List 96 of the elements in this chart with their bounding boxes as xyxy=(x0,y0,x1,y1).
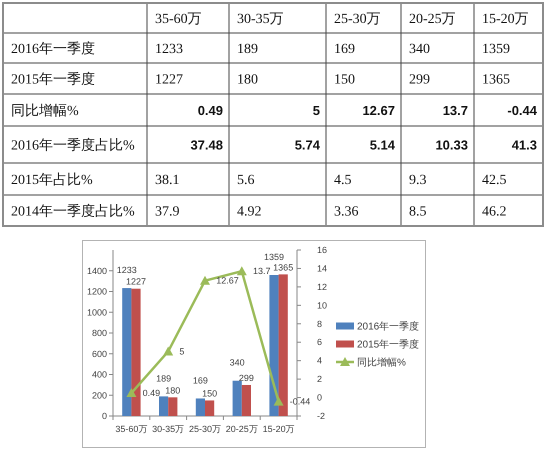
point xyxy=(274,396,284,406)
y-tick-label: 1400 xyxy=(86,266,107,276)
y2-tick-label: 0 xyxy=(317,392,322,403)
point xyxy=(200,276,210,285)
bar xyxy=(232,380,242,416)
data-label: 42.5 xyxy=(482,173,506,188)
bar xyxy=(242,384,251,416)
data-label: 1233 xyxy=(155,42,183,57)
data-label: 0.49 xyxy=(142,388,160,398)
data-label: 46.2 xyxy=(482,204,506,220)
data-label: 4.92 xyxy=(237,204,262,220)
data-label: 1227 xyxy=(126,276,146,287)
data-label: 13.7 xyxy=(442,103,468,118)
category-label: 35-60万 xyxy=(155,12,202,27)
bar xyxy=(131,288,141,416)
data-label: 189 xyxy=(237,42,258,57)
legend-label: 同比增幅% xyxy=(357,356,406,368)
data-label: 12.67 xyxy=(362,103,395,118)
data-label: 0.49 xyxy=(198,103,223,118)
data-label: 10.33 xyxy=(435,138,468,152)
data-label: 189 xyxy=(156,373,172,384)
bar xyxy=(269,275,279,416)
category-label: 25-30万 xyxy=(334,12,381,27)
y2-tick-label: 12 xyxy=(317,282,328,292)
data-label: 8.5 xyxy=(409,204,426,220)
point xyxy=(236,266,247,276)
data-label: 3.36 xyxy=(334,204,358,220)
text: 2016年一季度 xyxy=(11,41,95,57)
y-tick-label: 200 xyxy=(92,390,107,400)
y2-tick-label: 8 xyxy=(317,318,322,329)
data-label: 169 xyxy=(334,42,355,57)
data-label: 1233 xyxy=(116,265,137,276)
data-label: 5.74 xyxy=(294,138,321,152)
y-tick-label: 1200 xyxy=(86,286,107,296)
data-label: 169 xyxy=(192,375,208,386)
legend-label: 2016年一季度 xyxy=(357,320,420,332)
category-label: 20-25万 xyxy=(409,12,456,27)
data-label: 1227 xyxy=(155,72,183,88)
data-label: 41.3 xyxy=(512,138,537,152)
y-tick-label: 800 xyxy=(92,328,107,338)
bar xyxy=(196,398,205,416)
data-label: 1365 xyxy=(273,262,294,272)
data-label: 5.6 xyxy=(237,173,254,188)
y2-tick-label: 6 xyxy=(317,337,322,348)
data-label: 299 xyxy=(238,372,254,383)
data-label: 150 xyxy=(202,388,218,398)
text: 2016年一季度占比% xyxy=(11,138,135,154)
y2-tick-label: 4 xyxy=(317,356,322,366)
y-tick-label: 0 xyxy=(102,411,107,421)
text: 同比增幅% xyxy=(11,103,79,119)
y2-tick-label: 2 xyxy=(317,374,322,384)
data-label: 1365 xyxy=(482,72,510,88)
data-label: 13.7 xyxy=(253,266,271,276)
y-tick-label: 400 xyxy=(92,370,107,380)
data-label: 5 xyxy=(312,103,320,118)
data-label: 180 xyxy=(165,385,180,396)
y2-tick-label: -2 xyxy=(317,411,326,421)
category-label: 15-20万 xyxy=(482,12,529,27)
text: 2015年占比% xyxy=(11,172,93,188)
data-label: 340 xyxy=(409,42,430,57)
data-label: 4.5 xyxy=(334,173,352,188)
data-label: 1359 xyxy=(482,42,510,57)
legend-label: 2015年一季度 xyxy=(357,338,420,350)
data-label: 12.67 xyxy=(216,276,239,286)
category-label: 30-35万 xyxy=(237,12,284,27)
x-tick-label: 20-25万 xyxy=(226,424,258,434)
bar xyxy=(122,288,132,416)
y2-tick-label: 16 xyxy=(317,245,328,255)
x-tick-label: 30-35万 xyxy=(152,424,184,434)
point xyxy=(163,346,174,356)
x-tick-label: 25-30万 xyxy=(188,424,222,434)
text: 2014年一季度占比% xyxy=(11,204,135,220)
bar xyxy=(278,274,288,416)
y2-tick-label: 14 xyxy=(317,263,328,274)
data-label: 37.9 xyxy=(155,204,180,220)
data-label: 37.48 xyxy=(190,138,223,152)
text: 2015年一季度 xyxy=(11,72,95,88)
data-label: 1359 xyxy=(264,252,284,262)
data-label: 9.3 xyxy=(409,173,426,188)
data-label: 5 xyxy=(179,346,184,356)
bar xyxy=(159,396,168,416)
data-label: 340 xyxy=(230,358,245,368)
data-label: 5.14 xyxy=(370,138,396,152)
y-tick-label: 1000 xyxy=(86,307,107,318)
bar xyxy=(205,400,214,416)
x-tick-label: 15-20万 xyxy=(262,424,295,434)
data-label: 299 xyxy=(409,72,430,88)
bar xyxy=(168,397,178,416)
x-tick-label: 35-60万 xyxy=(115,424,148,434)
data-label: 180 xyxy=(237,72,258,88)
point xyxy=(126,388,136,398)
y-tick-label: 600 xyxy=(92,348,107,359)
data-label: -0.44 xyxy=(507,103,538,118)
data-label: 38.1 xyxy=(155,173,180,188)
y2-tick-label: 10 xyxy=(317,300,328,310)
data-label: 150 xyxy=(334,72,355,88)
